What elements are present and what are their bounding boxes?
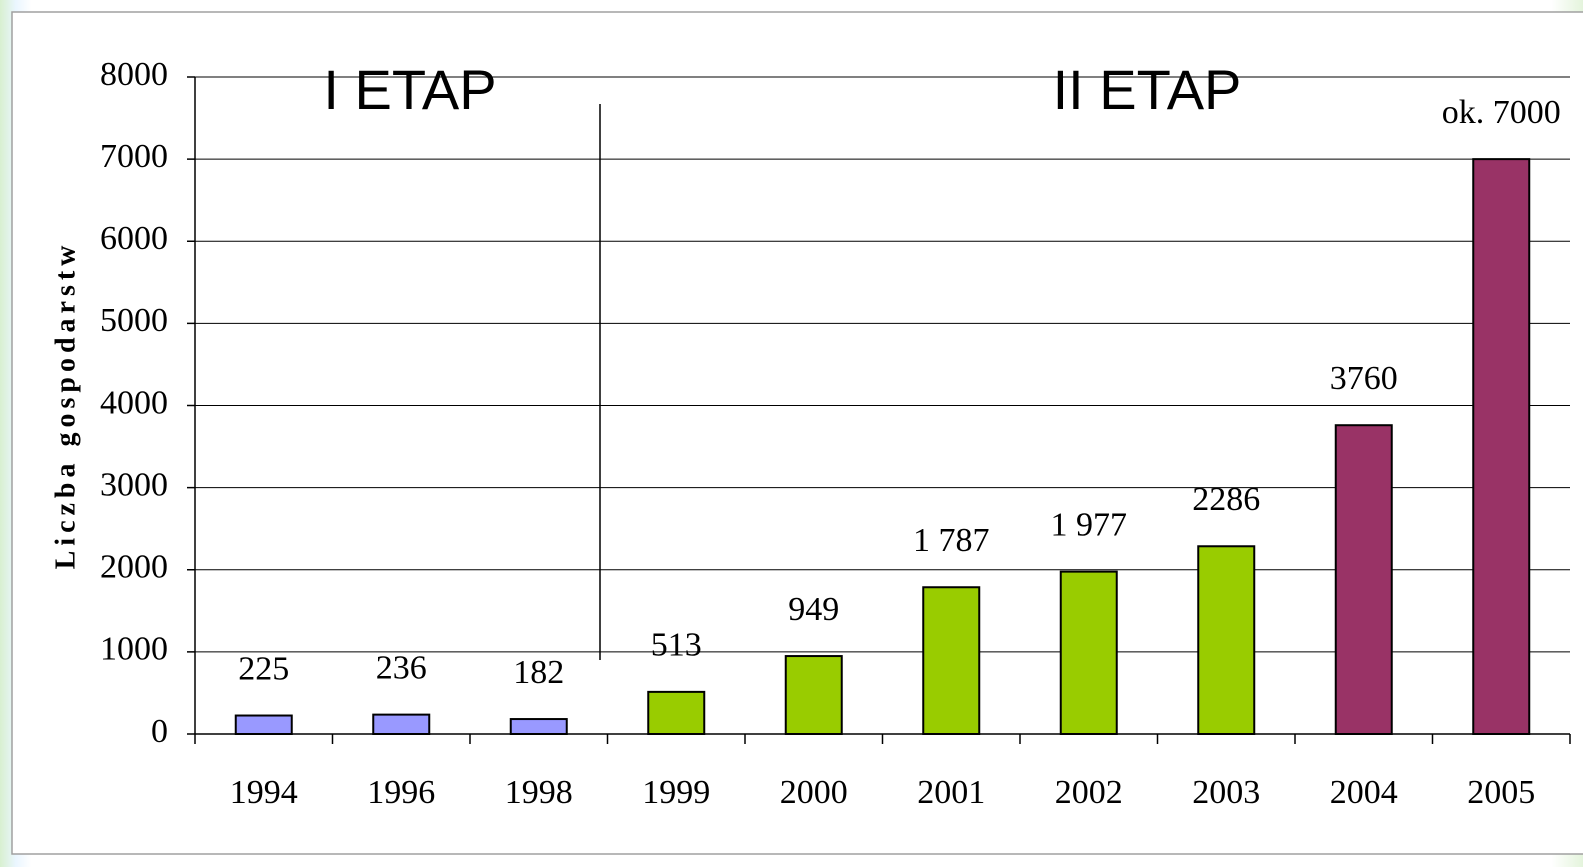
bar [922, 586, 981, 735]
value-label: 949 [788, 591, 839, 628]
y-tick-label: 5000 [100, 302, 168, 339]
bar [784, 655, 843, 735]
x-tick-label: 2001 [917, 774, 985, 811]
value-label: 1 787 [913, 522, 990, 559]
y-tick-label: 6000 [100, 220, 168, 257]
x-tick-label: 2005 [1467, 774, 1535, 811]
y-tick-label: 3000 [100, 466, 168, 503]
y-tick-label: 0 [151, 713, 168, 750]
bar [1472, 158, 1531, 735]
value-label: 2286 [1192, 481, 1260, 518]
y-tick-label: 1000 [100, 631, 168, 668]
bar [647, 690, 706, 735]
y-tick-label: 2000 [100, 549, 168, 586]
value-label: 3760 [1330, 360, 1398, 397]
bar [1334, 424, 1393, 735]
value-label: ok. 7000 [1442, 94, 1561, 131]
value-label: 182 [513, 654, 564, 691]
bar [372, 713, 431, 736]
y-tick-label: 4000 [100, 384, 168, 421]
bar [234, 714, 293, 735]
stage-label: II ETAP [1053, 58, 1242, 121]
value-label: 513 [651, 627, 702, 664]
y-tick-label: 8000 [100, 56, 168, 93]
value-label: 1 977 [1051, 506, 1128, 543]
bar [1059, 570, 1118, 735]
value-label: 225 [238, 650, 289, 687]
x-tick-label: 2003 [1192, 774, 1260, 811]
value-label: 236 [376, 649, 427, 686]
x-tick-label: 2002 [1055, 774, 1123, 811]
stage-label: I ETAP [323, 58, 496, 121]
y-axis-label: Liczba gospodarstw [50, 241, 81, 570]
x-tick-label: 2000 [780, 774, 848, 811]
x-tick-label: 1998 [505, 774, 573, 811]
x-tick-label: 2004 [1330, 774, 1398, 811]
x-tick-label: 1999 [642, 774, 710, 811]
x-tick-label: 1996 [367, 774, 435, 811]
bar [1197, 545, 1256, 736]
y-tick-label: 7000 [100, 138, 168, 175]
x-tick-label: 1994 [230, 774, 298, 811]
bar [509, 718, 568, 735]
